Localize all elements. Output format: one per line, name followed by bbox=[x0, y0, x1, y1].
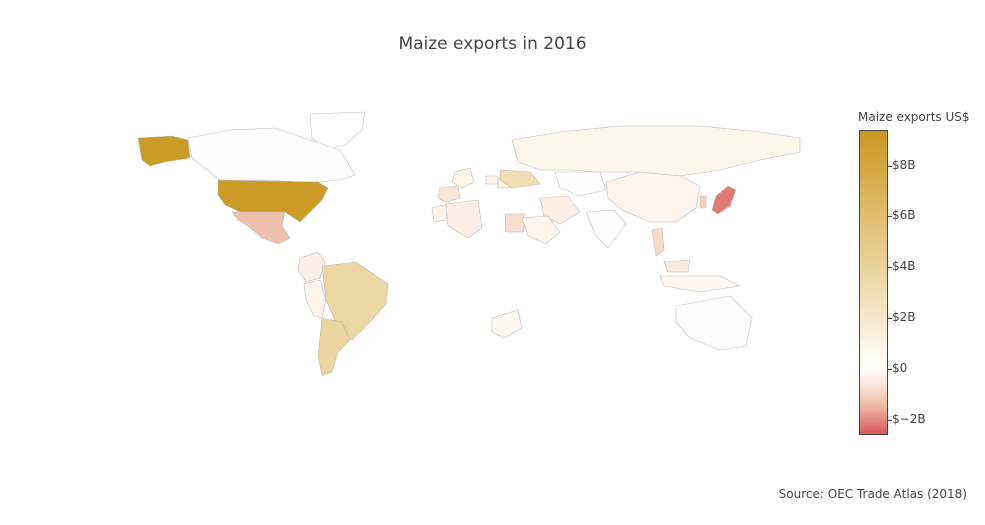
map-title: Maize exports in 2016 bbox=[398, 34, 587, 54]
colorbar-tick-label: $4B bbox=[892, 259, 916, 274]
region-australia[interactable] bbox=[675, 295, 753, 351]
region-kazakhstan[interactable] bbox=[554, 171, 607, 197]
colorbar-tick-mark bbox=[888, 216, 892, 218]
region-morocco[interactable] bbox=[431, 203, 449, 223]
region-saudi-arabia[interactable] bbox=[521, 215, 561, 245]
region-china[interactable] bbox=[605, 171, 701, 223]
region-france[interactable] bbox=[451, 167, 475, 189]
region-argentina[interactable] bbox=[317, 317, 351, 377]
source-note: Source: OEC Trade Atlas (2018) bbox=[778, 487, 967, 501]
region-algeria[interactable] bbox=[445, 199, 483, 239]
region-egypt[interactable] bbox=[504, 213, 525, 233]
region-canada[interactable] bbox=[187, 127, 356, 183]
colorbar-tick-mark bbox=[888, 318, 892, 320]
region-india[interactable] bbox=[585, 209, 627, 249]
region-brazil[interactable] bbox=[321, 261, 389, 341]
colorbar-title: Maize exports US$ bbox=[858, 110, 970, 124]
region-peru[interactable] bbox=[303, 279, 327, 319]
region-colombia[interactable] bbox=[297, 251, 326, 283]
colorbar-tick-mark bbox=[888, 165, 892, 167]
colorbar-tick-label: $2B bbox=[892, 310, 916, 325]
region-japan[interactable] bbox=[711, 185, 737, 215]
region-iran[interactable] bbox=[539, 195, 581, 225]
region-mexico[interactable] bbox=[231, 211, 291, 245]
region-south-africa[interactable] bbox=[491, 309, 523, 339]
region-ukraine[interactable] bbox=[499, 169, 541, 189]
region-vietnam[interactable] bbox=[651, 227, 665, 257]
region-spain[interactable] bbox=[437, 185, 461, 203]
region-russia[interactable] bbox=[511, 125, 801, 177]
colorbar-tick-label: $−2B bbox=[892, 411, 926, 426]
colorbar-tick-label: $0 bbox=[892, 360, 908, 375]
colorbar-tick-mark bbox=[888, 368, 892, 370]
region-greenland[interactable] bbox=[309, 111, 366, 151]
region-hungary[interactable] bbox=[485, 175, 499, 185]
colorbar-tick-label: $8B bbox=[892, 157, 916, 172]
colorbar bbox=[859, 130, 888, 435]
colorbar-tick-mark bbox=[888, 419, 892, 421]
colorbar-tick-mark bbox=[888, 267, 892, 269]
region-malaysia[interactable] bbox=[663, 259, 691, 273]
region-south-korea[interactable] bbox=[699, 195, 707, 209]
region-indonesia[interactable] bbox=[659, 275, 741, 293]
region-united-states[interactable] bbox=[137, 135, 329, 223]
colorbar-tick-label: $6B bbox=[892, 208, 916, 223]
